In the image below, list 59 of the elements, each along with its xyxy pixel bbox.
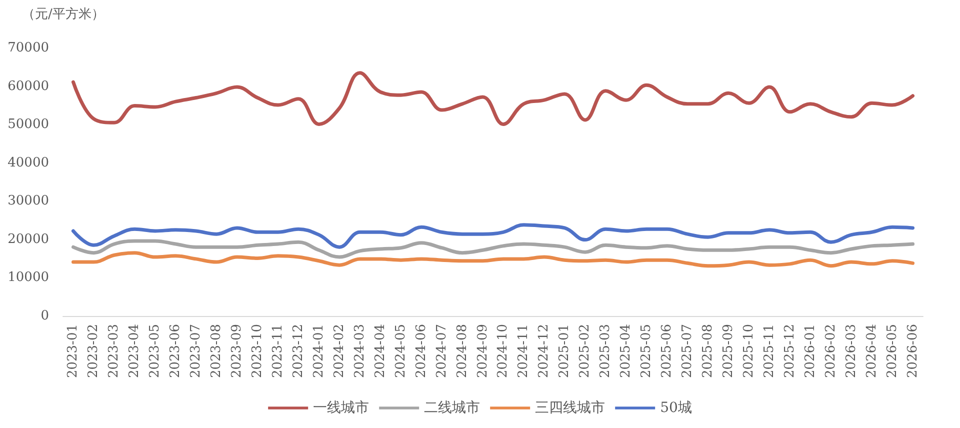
x-tick-label: 2025-12 — [782, 324, 798, 378]
x-tick-label: 2024-11 — [516, 324, 532, 378]
x-tick-label: 2026-01 — [802, 324, 818, 378]
line-series — [71, 251, 915, 268]
y-tick-label: 10000 — [8, 270, 49, 286]
x-tick-label: 2023-11 — [270, 324, 286, 378]
x-tick-label: 2024-02 — [332, 324, 347, 378]
x-tick-label: 2023-06 — [168, 324, 184, 378]
y-tick-label: 70000 — [8, 40, 49, 56]
x-tick-label: 2023-04 — [127, 324, 142, 378]
line-series — [71, 71, 915, 126]
x-tick-label: 2023-08 — [209, 324, 224, 378]
x-tick-label: 2023-12 — [290, 324, 306, 378]
line-series — [71, 223, 915, 249]
y-tick-label: 50000 — [8, 117, 49, 132]
x-tick-label: 2024-08 — [454, 324, 470, 378]
x-tick-label: 2024-07 — [434, 324, 450, 378]
x-tick-label: 2025-10 — [741, 324, 756, 378]
legend-label: 三四线城市 — [535, 400, 606, 416]
y-tick-label: 40000 — [8, 155, 49, 170]
x-tick-label: 2024-05 — [393, 324, 408, 378]
x-tick-label: 2025-08 — [700, 324, 716, 378]
x-tick-label: 2025-11 — [762, 324, 777, 378]
x-tick-label: 2025-09 — [720, 324, 736, 378]
x-tick-label: 2023-05 — [148, 324, 163, 378]
x-tick-label: 2025-06 — [660, 324, 675, 378]
legend-label: 二线城市 — [424, 400, 480, 416]
x-tick-label: 2024-04 — [372, 324, 388, 378]
legend-label: 一线城市 — [313, 400, 370, 416]
x-tick-label: 2023-01 — [66, 324, 81, 378]
x-tick-label: 2024-09 — [475, 324, 490, 378]
x-tick-label: 2025-03 — [598, 324, 614, 378]
x-tick-label: 2023-09 — [230, 324, 245, 378]
x-tick-label: 2023-02 — [86, 324, 102, 378]
y-tick-label: 20000 — [8, 232, 49, 247]
y-axis-title: （元/平方米） — [22, 6, 104, 22]
x-tick-label: 2024-10 — [496, 324, 511, 378]
x-tick-label: 2025-07 — [680, 324, 696, 378]
x-tick-label: 2023-03 — [106, 324, 122, 378]
x-tick-label: 2024-06 — [414, 324, 429, 378]
x-tick-label: 2024-01 — [311, 324, 326, 378]
y-tick-label: 60000 — [8, 78, 49, 94]
y-tick-label: 0 — [40, 308, 49, 324]
x-tick-label: 2026-06 — [905, 324, 920, 378]
x-tick-label: 2025-01 — [557, 324, 572, 378]
y-tick-label: 30000 — [8, 194, 49, 209]
x-tick-label: 2023-10 — [250, 324, 266, 378]
x-tick-label: 2026-04 — [864, 324, 880, 378]
line-series — [71, 239, 915, 259]
x-tick-label: 2024-12 — [536, 324, 552, 378]
x-tick-label: 2026-03 — [844, 324, 859, 378]
x-tick-label: 2026-02 — [823, 324, 838, 378]
x-tick-label: 2024-03 — [352, 324, 368, 378]
x-tick-label: 2026-05 — [884, 324, 900, 378]
x-tick-label: 2025-02 — [578, 324, 593, 378]
x-tick-label: 2025-05 — [639, 324, 654, 378]
legend-label: 50城 — [660, 400, 692, 416]
x-tick-label: 2023-07 — [188, 324, 204, 378]
x-tick-label: 2025-04 — [618, 324, 634, 378]
